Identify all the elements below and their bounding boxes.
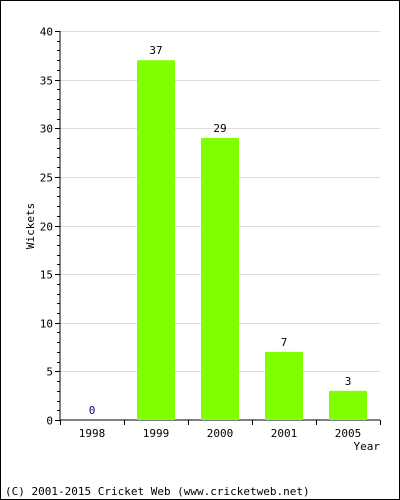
bar <box>265 351 303 420</box>
copyright-footer: (C) 2001-2015 Cricket Web (www.cricketwe… <box>5 485 310 498</box>
y-tick-label: 10 <box>40 318 53 331</box>
x-tick-label: 2005 <box>335 427 362 440</box>
y-tick-label: 20 <box>40 221 53 234</box>
bar <box>201 137 239 420</box>
x-tick-label: 2000 <box>207 427 234 440</box>
y-tick-label: 35 <box>40 75 53 88</box>
data-labels: 0 37 29 7 3 <box>89 44 352 417</box>
y-tick-label: 0 <box>46 415 53 428</box>
data-label: 29 <box>213 122 226 135</box>
y-axis-title: Wickets <box>24 203 37 249</box>
y-tick-label: 40 <box>40 26 53 39</box>
x-tick-label: 1999 <box>143 427 170 440</box>
bar <box>329 390 367 420</box>
bars <box>137 60 367 421</box>
y-tick-label: 30 <box>40 123 53 136</box>
x-axis-title: Year <box>354 440 381 453</box>
data-label: 37 <box>149 44 162 57</box>
x-tick-label: 2001 <box>271 427 298 440</box>
x-ticks: 1998 1999 2000 2001 2005 <box>60 420 381 440</box>
y-tick-label: 15 <box>40 269 53 282</box>
y-ticks: 0 5 10 15 20 25 30 35 40 <box>40 26 60 428</box>
data-label: 0 <box>89 404 96 417</box>
x-tick-label: 1998 <box>79 427 106 440</box>
y-tick-label: 25 <box>40 172 53 185</box>
y-tick-label: 5 <box>46 366 53 379</box>
data-label: 3 <box>345 375 352 388</box>
bar <box>137 60 175 421</box>
data-label: 7 <box>281 336 288 349</box>
